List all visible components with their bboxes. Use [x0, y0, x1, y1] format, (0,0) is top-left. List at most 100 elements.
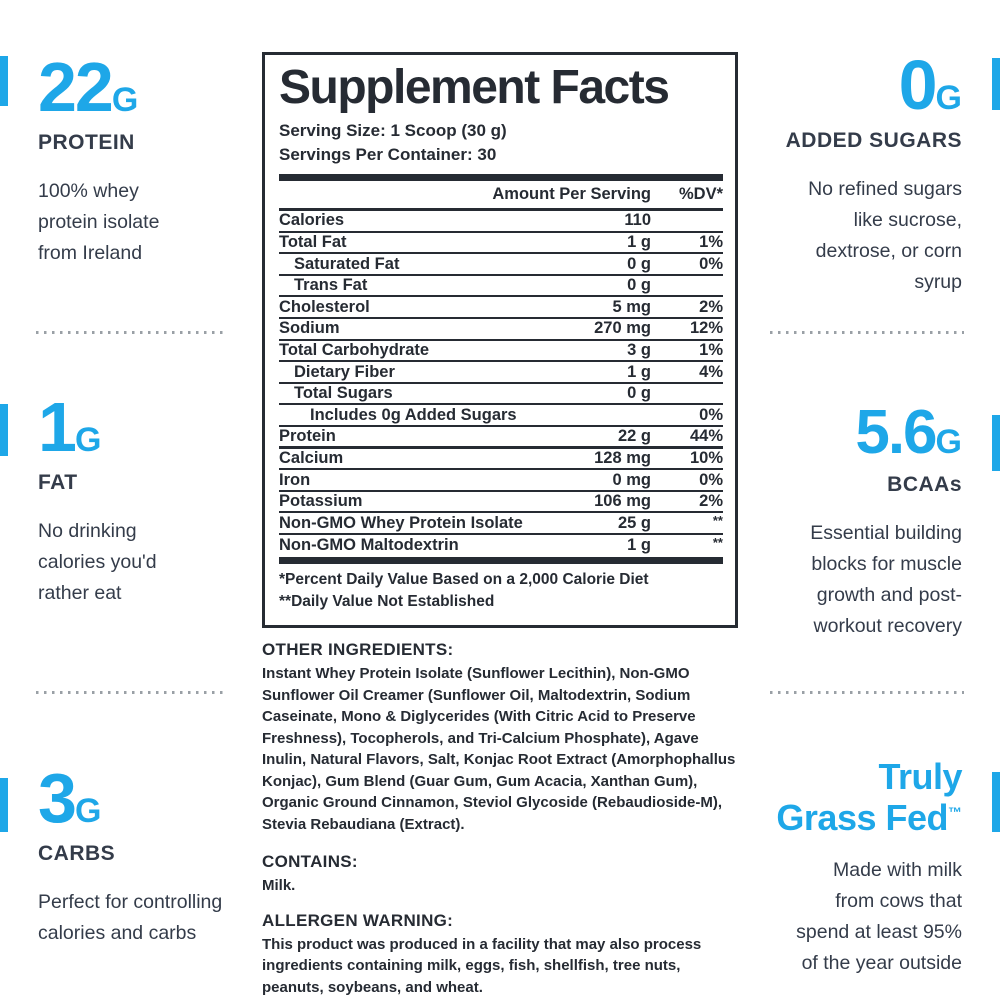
thick-rule [279, 173, 723, 181]
nutrient-amount: 1 g [627, 232, 651, 251]
table-row: Saturated Fat 0 g 0% [279, 254, 723, 276]
protein-description: 100% whey protein isolate from Ireland [38, 180, 160, 264]
contains-heading: CONTAINS: [262, 852, 358, 871]
added-sugars-description: No refined sugars like sucrose, dextrose… [808, 178, 962, 293]
nutrient-amount: 1 g [627, 362, 651, 381]
nutrient-amount: 0 mg [612, 470, 651, 489]
highlight-bcaas: 5.6G BCAAs Essential building blocks for… [752, 402, 962, 642]
allergen-warning-text: This product was produced in a facility … [262, 935, 702, 996]
nutrient-name: Includes 0g Added Sugars [310, 405, 517, 424]
nutrient-name: Trans Fat [294, 276, 368, 295]
highlight-carbs: 3G CARBS Perfect for controlling calorie… [38, 763, 248, 949]
table-row: Calories 110 [279, 211, 723, 233]
nutrient-name: Saturated Fat [294, 254, 400, 273]
thick-rule [279, 556, 723, 564]
nutrient-daily-value: 2% [699, 297, 723, 316]
bcaas-description: Essential building blocks for muscle gro… [810, 522, 962, 637]
nutrient-daily-value: 44% [689, 426, 723, 445]
nutrient-daily-value: 0% [699, 470, 723, 489]
fat-grams: 1G [38, 388, 102, 466]
table-row: Non-GMO Maltodextrin 1 g ** [279, 535, 723, 557]
accent-bar-protein [0, 56, 8, 106]
nutrient-name: Non-GMO Whey Protein Isolate [279, 513, 523, 532]
nutrient-name: Dietary Fiber [294, 362, 395, 381]
column-percent-dv: %DV* [678, 184, 723, 203]
trademark-symbol: ™ [948, 804, 962, 821]
nutrient-amount: 3 g [627, 340, 651, 359]
table-row: Dietary Fiber 1 g 4% [279, 362, 723, 384]
serving-size: Serving Size: 1 Scoop (30 g) [279, 120, 507, 140]
allergen-warning-heading: ALLERGEN WARNING: [262, 910, 454, 930]
highlight-added-sugars: 0G ADDED SUGARS No refined sugars like s… [752, 50, 962, 298]
supplement-facts-panel: Supplement Facts Serving Size: 1 Scoop (… [262, 52, 738, 628]
nutrient-amount: 22 g [617, 426, 651, 445]
label-text-sections: OTHER INGREDIENTS: Instant Whey Protein … [262, 640, 742, 1000]
bcaas-label: BCAAs [887, 473, 962, 496]
nutrient-amount: 128 mg [594, 448, 651, 467]
accent-bar-carbs [0, 778, 8, 832]
fat-description: No drinking calories you'd rather eat [38, 520, 157, 604]
table-row: Potassium 106 mg 2% [279, 492, 723, 514]
nutrient-name: Protein [279, 426, 336, 445]
table-row: Calcium 128 mg 10% [279, 449, 723, 471]
highlight-protein: 22G PROTEIN 100% whey protein isolate fr… [38, 52, 238, 269]
table-row: Protein 22 g 44% [279, 427, 723, 449]
nutrient-name: Iron [279, 470, 311, 489]
nutrient-name: Total Fat [279, 232, 347, 251]
nutrient-amount: 0 g [627, 276, 651, 295]
other-ingredients-text: Instant Whey Protein Isolate (Sunflower … [262, 665, 736, 833]
accent-bar-added-sugars [992, 58, 1000, 110]
table-row: Iron 0 mg 0% [279, 470, 723, 492]
added-sugars-grams: 0G [898, 46, 962, 124]
dotted-divider [36, 691, 228, 694]
grass-fed-title: Truly Grass Fed™ [776, 756, 962, 839]
table-row: Includes 0g Added Sugars 0% [279, 405, 723, 428]
nutrient-name: Potassium [279, 492, 363, 511]
table-row: Total Carbohydrate 3 g 1% [279, 341, 723, 363]
carbs-grams: 3G [38, 759, 102, 837]
dotted-divider [770, 691, 964, 694]
nutrient-daily-value: 4% [699, 362, 723, 381]
accent-bar-bcaas [992, 415, 1000, 471]
nutrient-daily-value: ** [712, 535, 723, 551]
nutrient-daily-value: 1% [699, 340, 723, 359]
dotted-divider [36, 331, 228, 334]
protein-grams: 22G [38, 48, 139, 126]
panel-title: Supplement Facts [279, 61, 670, 114]
table-row: Sodium 270 mg 12% [279, 319, 723, 341]
footnote-percent-dv: *Percent Daily Value Based on a 2,000 Ca… [279, 570, 649, 588]
highlight-grass-fed: Truly Grass Fed™ Made with milk from cow… [752, 756, 962, 979]
contains-text: Milk. [262, 877, 296, 894]
footnote-dv-not-established: **Daily Value Not Established [279, 592, 495, 610]
column-amount-per-serving: Amount Per Serving [492, 184, 651, 203]
nutrient-name: Calories [279, 211, 345, 230]
nutrient-amount: 0 g [627, 384, 651, 403]
bcaas-grams: 5.6G [855, 398, 962, 467]
medium-rule [279, 207, 723, 212]
accent-bar-fat [0, 404, 8, 456]
table-row: Cholesterol 5 mg 2% [279, 297, 723, 320]
nutrient-name: Sodium [279, 319, 340, 338]
nutrition-rows: Calories 110 Total Fat 1 g 1% Saturated … [279, 211, 723, 557]
nutrient-name: Total Carbohydrate [279, 340, 430, 359]
nutrient-name: Calcium [279, 448, 344, 467]
protein-label: PROTEIN [38, 131, 135, 154]
dotted-divider [770, 331, 964, 334]
added-sugars-label: ADDED SUGARS [785, 129, 962, 152]
servings-per-container: Servings Per Container: 30 [279, 144, 497, 164]
nutrient-daily-value: 0% [699, 405, 723, 424]
grass-fed-description: Made with milk from cows that spend at l… [796, 858, 962, 974]
table-row: Trans Fat 0 g [279, 276, 723, 298]
nutrient-daily-value: 1% [699, 232, 723, 251]
other-ingredients-heading: OTHER INGREDIENTS: [262, 640, 454, 659]
carbs-description: Perfect for controlling calories and car… [38, 891, 223, 944]
nutrient-daily-value: 0% [699, 254, 723, 273]
nutrient-daily-value: 12% [689, 319, 723, 338]
nutrient-amount: 110 [624, 211, 651, 230]
table-row: Non-GMO Whey Protein Isolate 25 g ** [279, 513, 723, 535]
nutrient-name: Total Sugars [294, 384, 393, 403]
table-header-row: Amount Per Serving %DV* [279, 181, 723, 208]
nutrient-amount: 106 mg [594, 492, 651, 511]
nutrient-amount: 0 g [627, 254, 651, 273]
